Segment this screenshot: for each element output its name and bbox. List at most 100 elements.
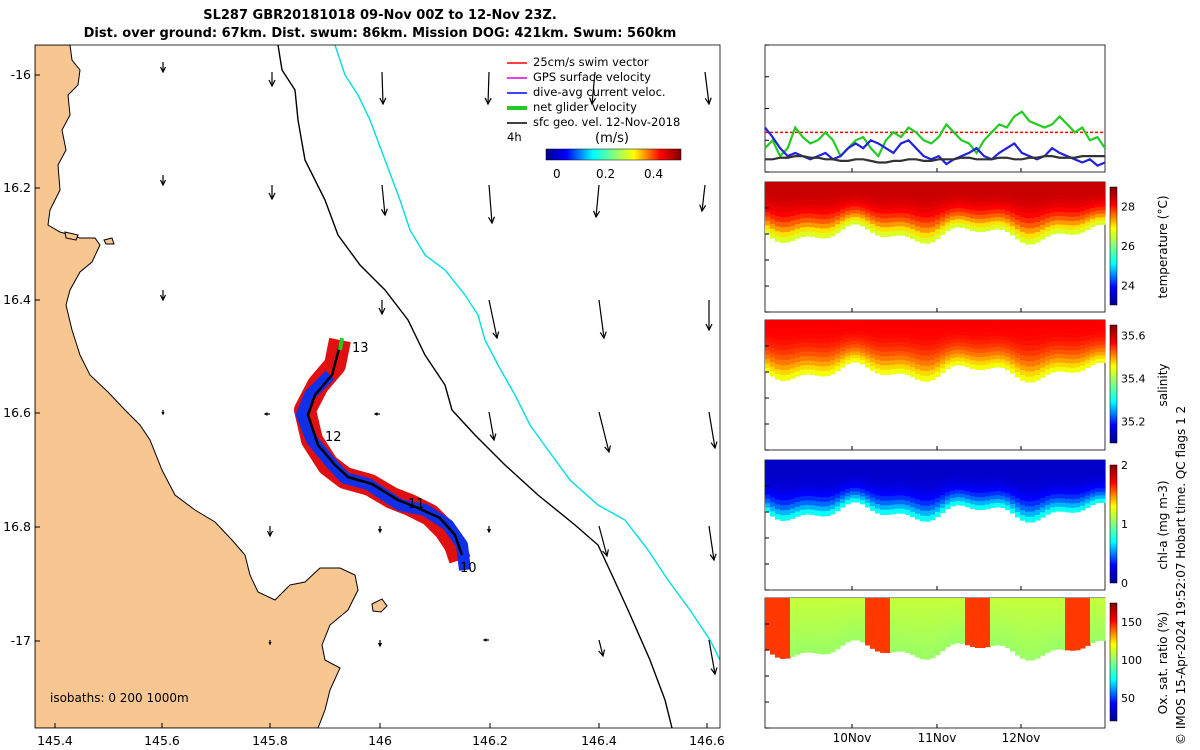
section-cell bbox=[880, 218, 886, 224]
lon-tick-label: 146.6 bbox=[689, 733, 725, 748]
section-cell bbox=[1075, 628, 1081, 634]
section-cell bbox=[910, 214, 916, 221]
section-cell bbox=[1045, 351, 1051, 357]
section-cell bbox=[845, 218, 851, 223]
section-cell bbox=[790, 220, 796, 227]
section-cell bbox=[830, 231, 836, 237]
section-cell bbox=[975, 480, 981, 486]
section-cell bbox=[1030, 356, 1036, 362]
section-cell bbox=[1030, 654, 1036, 661]
section-cell bbox=[905, 186, 911, 192]
section-cell bbox=[1015, 210, 1021, 216]
section-cell bbox=[780, 345, 786, 351]
section-cell bbox=[1020, 505, 1026, 511]
section-cell bbox=[800, 347, 806, 353]
section-cell bbox=[1010, 624, 1016, 630]
section-cell bbox=[925, 370, 931, 377]
section-cell bbox=[945, 480, 951, 485]
section-cell bbox=[1055, 182, 1061, 187]
section-cell bbox=[865, 625, 871, 630]
section-cell bbox=[1025, 480, 1031, 487]
section-cell bbox=[810, 464, 816, 470]
section-cell bbox=[1100, 323, 1106, 328]
section-cell bbox=[925, 365, 931, 372]
section-cell bbox=[855, 340, 861, 346]
section-cell bbox=[1035, 211, 1041, 218]
section-cell bbox=[775, 632, 781, 638]
section-cell bbox=[1100, 622, 1106, 627]
section-cell bbox=[780, 365, 786, 371]
section-cell bbox=[990, 327, 996, 333]
section-cell bbox=[845, 496, 851, 501]
section-cell bbox=[985, 226, 991, 232]
section-cell bbox=[985, 214, 991, 219]
section-cell bbox=[945, 344, 951, 349]
section-cell bbox=[890, 360, 896, 366]
section-cell bbox=[800, 324, 806, 330]
section-cell bbox=[1040, 507, 1046, 513]
section-cell bbox=[985, 488, 991, 493]
section-cell bbox=[850, 216, 856, 221]
section-cell bbox=[1065, 636, 1071, 642]
section-cell bbox=[1060, 358, 1066, 364]
section-cell bbox=[840, 347, 846, 352]
section-cell bbox=[1060, 615, 1066, 620]
section-cell bbox=[815, 487, 821, 493]
section-cell bbox=[980, 643, 986, 649]
section-cell bbox=[835, 228, 841, 234]
section-cell bbox=[930, 196, 936, 203]
section-cell bbox=[775, 652, 781, 658]
section-cell bbox=[800, 629, 806, 635]
section-cell bbox=[775, 612, 781, 619]
section-cell bbox=[805, 342, 811, 348]
section-cell bbox=[1020, 227, 1026, 233]
section-cell bbox=[915, 320, 921, 326]
section-cell bbox=[1000, 347, 1006, 353]
geo-arrow-head bbox=[266, 530, 274, 538]
section-cell bbox=[1020, 480, 1026, 486]
section-cell bbox=[850, 491, 856, 496]
section-cell bbox=[1050, 472, 1056, 478]
section-cell bbox=[770, 626, 776, 632]
section-cell bbox=[860, 214, 866, 220]
section-cell bbox=[790, 363, 796, 370]
section-cell bbox=[815, 602, 821, 608]
section-cell bbox=[915, 464, 921, 471]
section-cell bbox=[985, 332, 991, 337]
section-cell bbox=[865, 205, 871, 210]
section-cell bbox=[835, 349, 841, 355]
geo-arrow-head bbox=[599, 331, 607, 340]
section-cell bbox=[985, 464, 991, 469]
section-cell bbox=[875, 611, 881, 617]
section-cell bbox=[800, 482, 806, 488]
section-cell bbox=[955, 486, 961, 491]
section-cell bbox=[850, 185, 856, 190]
section-cell bbox=[1020, 648, 1026, 654]
section-cell bbox=[1030, 325, 1036, 331]
section-cell bbox=[970, 626, 976, 631]
section-cell bbox=[1000, 363, 1006, 368]
section-cell bbox=[960, 215, 966, 221]
section-cell bbox=[855, 333, 861, 339]
section-cell bbox=[810, 186, 816, 192]
section-cell bbox=[810, 204, 816, 210]
section-cell bbox=[845, 203, 851, 209]
section-cell bbox=[830, 482, 836, 488]
section-cell bbox=[1005, 497, 1011, 502]
section-cell bbox=[940, 368, 946, 374]
section-cell bbox=[1060, 324, 1066, 330]
section-cell bbox=[1060, 627, 1066, 633]
section-cell bbox=[865, 460, 871, 465]
section-cell bbox=[1080, 324, 1086, 329]
section-cell bbox=[785, 469, 791, 476]
section-cell bbox=[955, 189, 961, 194]
section-cell bbox=[865, 487, 871, 492]
section-cell bbox=[840, 499, 846, 504]
geo-arrow bbox=[704, 71, 710, 105]
section-cell bbox=[870, 198, 876, 204]
section-cell bbox=[880, 204, 886, 210]
section-cell bbox=[905, 625, 911, 631]
section-cell bbox=[890, 638, 896, 644]
section-cell bbox=[900, 468, 906, 474]
section-cell bbox=[780, 495, 786, 501]
